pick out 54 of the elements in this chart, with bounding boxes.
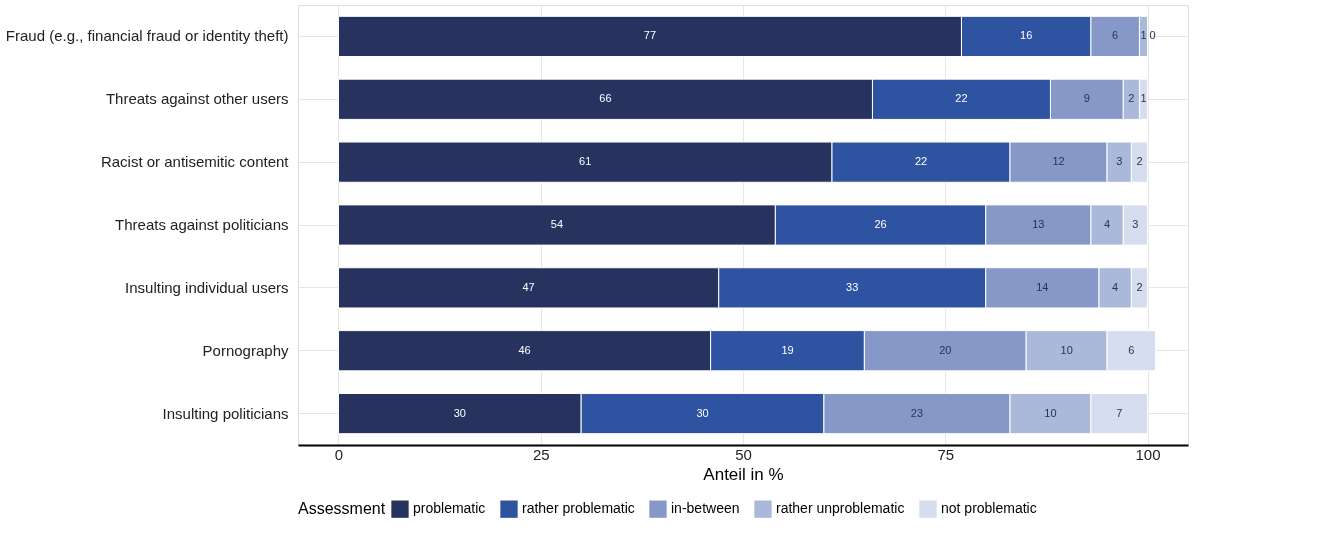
data-label: 9 — [1083, 92, 1090, 105]
data-label: 54 — [550, 218, 564, 230]
data-label: 10 — [1060, 343, 1073, 356]
legend-label: problematic — [413, 500, 486, 517]
x-tick-label: 100 — [1135, 445, 1161, 463]
data-label: 30 — [696, 406, 709, 419]
data-label: 1 — [1140, 29, 1147, 42]
data-label: 22 — [955, 92, 968, 105]
y-tick-label: Insulting politicians — [162, 404, 289, 422]
data-label: 2 — [1128, 92, 1135, 105]
x-tick-label: 0 — [334, 445, 344, 463]
data-label: 10 — [1044, 406, 1057, 419]
legend-label: not problematic — [941, 500, 1037, 517]
y-tick-label: Racist or antisemitic content — [100, 153, 290, 171]
legend-label: rather unproblematic — [776, 500, 905, 517]
data-label: 0 — [1149, 29, 1156, 42]
data-label: 6 — [1128, 343, 1135, 356]
data-label: 23 — [910, 406, 924, 419]
data-label: 30 — [453, 406, 466, 419]
data-label: 61 — [579, 155, 592, 168]
data-label: 66 — [599, 92, 612, 105]
y-tick-label: Fraud (e.g., financial fraud or identity theft) — [5, 27, 289, 45]
data-label: 6 — [1112, 29, 1119, 42]
data-label: 13 — [1032, 218, 1045, 230]
x-tick-label: 25 — [532, 445, 550, 463]
data-label: 2 — [1136, 280, 1143, 293]
legend-title: Assessment — [298, 500, 386, 517]
legend-label: in-between — [671, 500, 740, 517]
x-tick-label: 75 — [937, 445, 955, 463]
data-label: 3 — [1132, 218, 1139, 230]
y-tick-label: Threats against politicians — [115, 216, 289, 233]
data-label: 26 — [874, 218, 887, 230]
data-label: 20 — [939, 343, 952, 356]
data-label: 22 — [914, 155, 928, 168]
data-label: 2 — [1136, 155, 1143, 168]
y-tick-label: Insulting individual users — [125, 278, 289, 296]
data-label: 12 — [1052, 155, 1065, 168]
data-label: 16 — [1020, 29, 1033, 42]
data-label: 3 — [1116, 155, 1123, 168]
data-label: 47 — [522, 280, 535, 293]
data-label: 19 — [781, 343, 794, 356]
data-label: 46 — [518, 343, 531, 356]
data-label: 33 — [846, 280, 859, 293]
data-label: 4 — [1112, 280, 1119, 293]
legend-label: rather problematic — [522, 500, 635, 517]
data-label: 1 — [1140, 92, 1147, 105]
data-label: 4 — [1104, 218, 1111, 230]
data-label: 7 — [1116, 406, 1123, 419]
data-label: 77 — [643, 29, 657, 42]
x-tick-label: 50 — [735, 445, 752, 463]
y-tick-label: Pornography — [202, 341, 289, 359]
y-tick-label: Threats against other users — [105, 90, 289, 108]
x-axis-title: Anteil in % — [703, 464, 784, 484]
data-label: 14 — [1036, 280, 1049, 293]
